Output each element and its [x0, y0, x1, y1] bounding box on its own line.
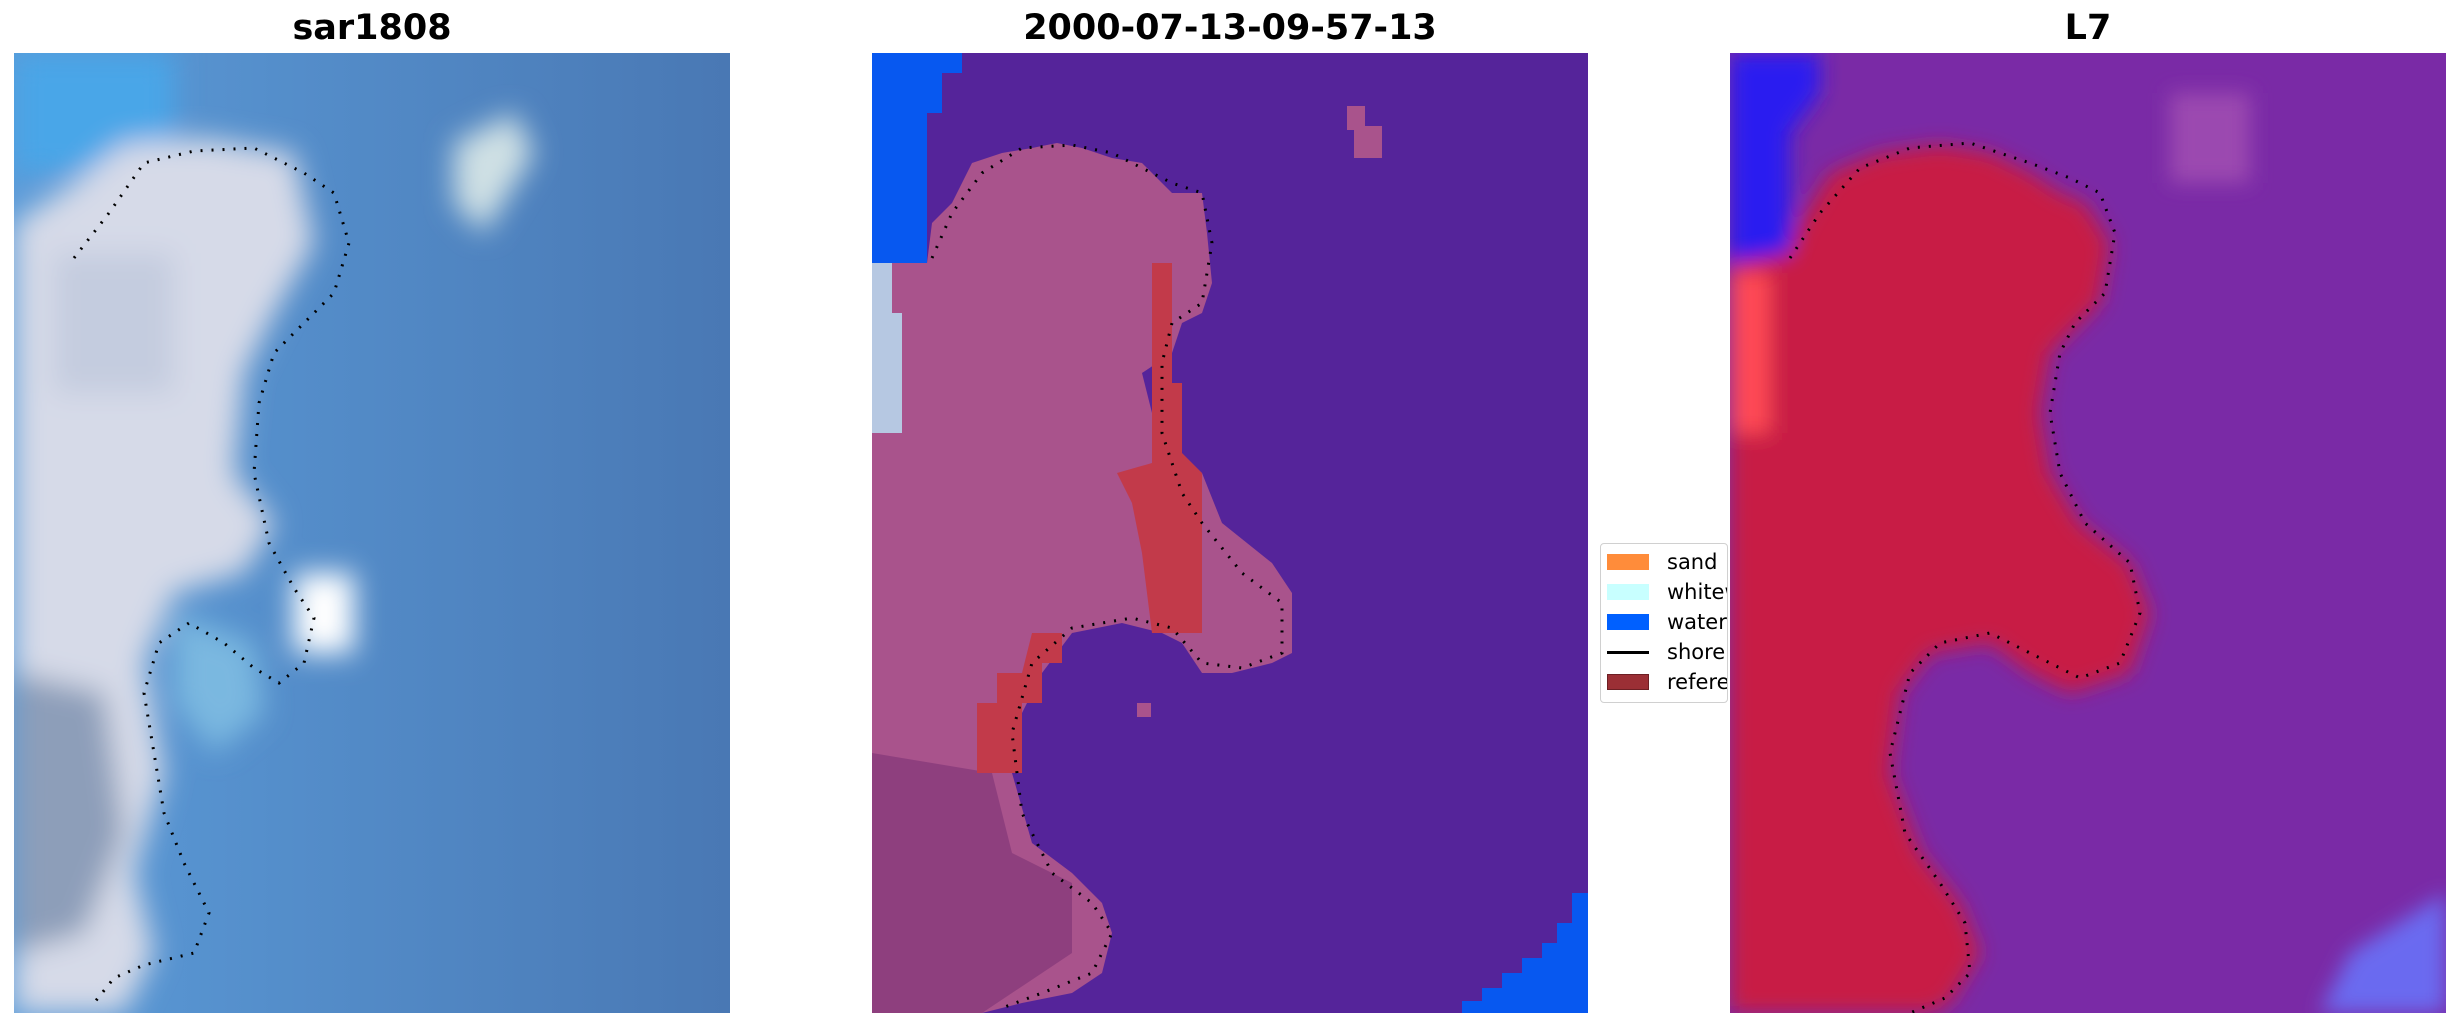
panel-title-rgb: sar1808	[292, 8, 452, 48]
classified-image-panel	[872, 53, 1588, 1013]
shoreline-rgb	[72, 146, 351, 1004]
legend-swatch-sand	[1607, 554, 1649, 570]
rgb-image	[14, 53, 730, 1013]
panel-title-classified: 2000-07-13-09-57-13	[1023, 8, 1437, 48]
classified-image	[872, 53, 1588, 1013]
legend-label-water: water	[1667, 610, 1727, 634]
legend-item-water: water	[1607, 608, 1727, 634]
index-image	[1730, 53, 2446, 1013]
legend-swatch-reference	[1607, 674, 1649, 690]
legend-swatch-shoreline	[1607, 651, 1649, 654]
legend-label-shoreline: shoreline	[1667, 640, 1727, 664]
index-image-panel	[1730, 53, 2446, 1013]
legend-swatch-whitewater	[1607, 584, 1649, 600]
panel-title-index: L7	[2064, 8, 2112, 48]
legend-item-shoreline: shoreline	[1607, 638, 1727, 664]
legend-item-reference: reference	[1607, 668, 1728, 694]
legend-label-sand: sand	[1667, 550, 1718, 574]
rgb-image-panel	[14, 53, 730, 1013]
legend-item-sand: sand	[1607, 548, 1727, 574]
legend-swatch-water	[1607, 614, 1649, 630]
legend-label-reference: reference	[1667, 670, 1728, 694]
